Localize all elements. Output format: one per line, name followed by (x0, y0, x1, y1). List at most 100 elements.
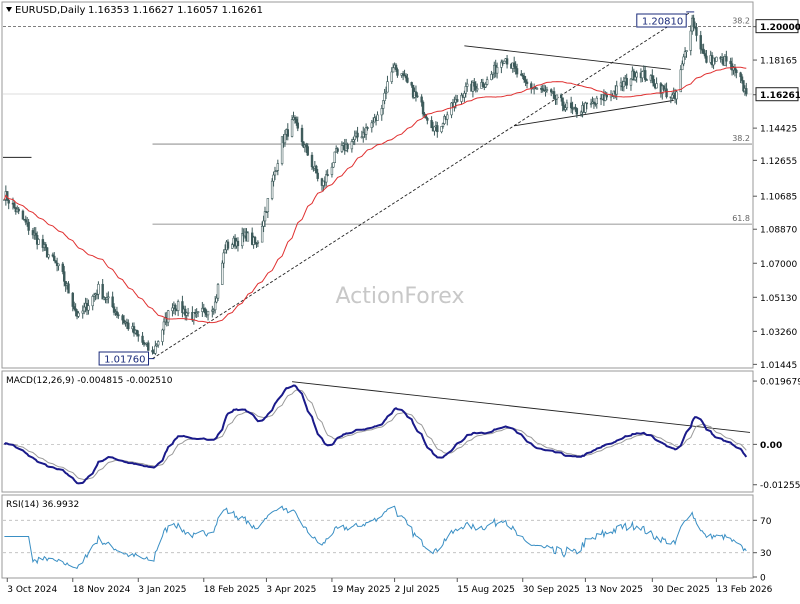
candle (450, 102, 453, 119)
candle (91, 294, 94, 311)
candle (265, 211, 268, 213)
candle-body (117, 314, 120, 317)
candle (579, 110, 583, 117)
candle-body (132, 326, 136, 334)
price-tick-label: 1.03260 (760, 328, 797, 338)
macd-panel: MACD(12,26,9) -0.004815 -0.002510 (1, 370, 754, 493)
candle (541, 84, 544, 93)
rsi-tick-label: 70 (760, 517, 772, 527)
candle (595, 95, 598, 109)
candle (270, 178, 274, 201)
rsi-tick-label: 0 (760, 574, 766, 584)
candle (196, 311, 200, 318)
candle-body (296, 122, 299, 129)
triangle-lower-line (514, 99, 674, 127)
candle-body (176, 301, 180, 311)
candle (266, 198, 270, 218)
price-tick-label: 1.16261 (760, 91, 800, 101)
candle (561, 97, 564, 112)
candle-body (446, 114, 449, 120)
candle-body (201, 307, 204, 312)
dropdown-triangle-icon[interactable] (6, 7, 12, 12)
candle (662, 84, 665, 91)
candle (362, 126, 365, 143)
time-tick-label: 2 Jul 2025 (395, 585, 440, 595)
candle (552, 87, 556, 100)
moving-average-line (3, 66, 747, 324)
candle (223, 244, 227, 254)
candle-body (463, 93, 466, 98)
candle-body (364, 127, 368, 135)
candle (651, 69, 654, 84)
candle (381, 100, 385, 115)
candle-body (44, 244, 47, 249)
price-tick-label: 1.05130 (760, 294, 797, 304)
candle-body (316, 172, 319, 179)
candle (246, 231, 250, 242)
candle (490, 70, 493, 81)
candle-body (260, 225, 264, 243)
candle-body (589, 103, 593, 105)
candle (565, 99, 569, 111)
candle (390, 67, 393, 84)
candle (632, 68, 636, 81)
price-panel: ActionForex 38.238.261.8 1.017601.20810 … (1, 1, 754, 369)
candle (589, 98, 593, 108)
rsi-axis: 70 30 0 (753, 517, 772, 584)
candle-body (420, 96, 423, 103)
candle (559, 93, 563, 102)
candle-body (155, 344, 158, 347)
candle-body (57, 263, 60, 267)
candle-body (91, 296, 94, 307)
low-label-box (98, 351, 150, 366)
candle-body (644, 70, 647, 80)
candle-body (293, 117, 297, 120)
candle-body (655, 83, 658, 89)
candle (652, 75, 655, 87)
candle-body (559, 94, 563, 99)
candle (51, 252, 55, 258)
candle (107, 291, 110, 304)
candle-body (213, 301, 217, 311)
candle (272, 171, 275, 187)
candle (584, 101, 587, 114)
candle (634, 71, 637, 82)
candle (44, 242, 47, 251)
candle (283, 129, 287, 147)
candle (665, 82, 668, 99)
candle-body (386, 81, 389, 93)
candle (635, 70, 638, 83)
candle-body (157, 341, 160, 346)
candle (315, 164, 318, 174)
candle (262, 215, 265, 233)
candle (380, 104, 383, 121)
candle (340, 141, 344, 154)
candle-body (703, 53, 707, 57)
candle-body (51, 254, 55, 257)
candle-body (295, 118, 298, 124)
candle (463, 90, 466, 103)
candle (705, 50, 708, 64)
candle-body (403, 74, 406, 77)
candle-body (195, 312, 198, 314)
candle-body (565, 102, 569, 109)
candle (629, 77, 633, 91)
candle-body (171, 307, 174, 312)
time-axis: 3 Oct 2024 18 Nov 2024 3 Jan 2025 18 Feb 20… (6, 578, 773, 595)
candle-body (270, 180, 274, 199)
candle-body (729, 60, 732, 65)
candle-body (256, 241, 260, 244)
candle-body (524, 79, 527, 83)
candle (41, 234, 45, 252)
candle-body (112, 306, 116, 313)
candle-body (473, 82, 476, 87)
candle-body (564, 107, 567, 110)
candle-body (682, 56, 685, 65)
time-tick-label: 30 Sep 2025 (523, 585, 580, 595)
price-panel-border (1, 1, 754, 369)
candle (366, 126, 369, 131)
candle (260, 221, 264, 243)
time-tick-label: 3 Jan 2025 (138, 585, 186, 595)
candle-body (535, 88, 539, 90)
